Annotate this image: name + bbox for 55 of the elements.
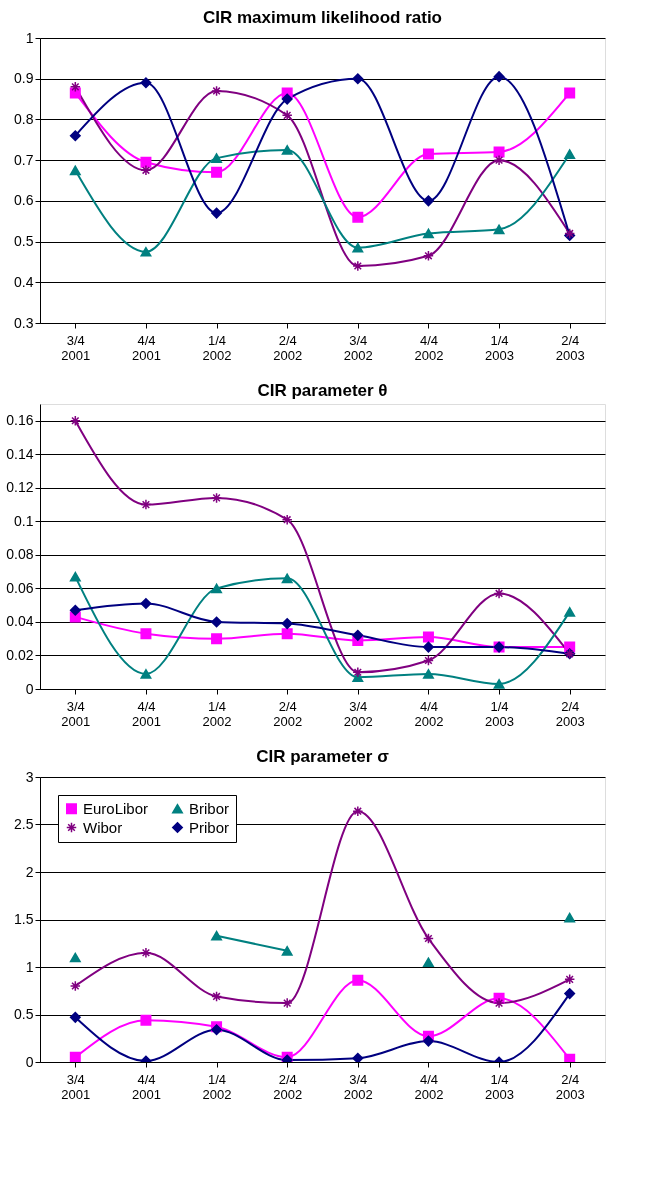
y-tick-label: 0.06 (6, 579, 34, 596)
legend-label: Bribor (189, 799, 230, 817)
x-tick-label: 1/4 2002 (202, 1071, 232, 1102)
x-tick-label: 4/4 2002 (414, 1071, 444, 1102)
y-tick-label: 3 (25, 768, 34, 785)
y-tick-label: 1.5 (14, 911, 34, 927)
x-tick-label: 1/4 2002 (202, 698, 232, 729)
x-tick-label: 3/4 2001 (61, 1071, 91, 1102)
y-tick-label: 0 (25, 680, 34, 697)
y-tick-label: 2.5 (14, 816, 34, 832)
x-tick-label: 3/4 2001 (61, 332, 91, 363)
y-tick-label: 0.5 (14, 1006, 34, 1022)
x-tick-label: 4/4 2002 (414, 332, 444, 363)
legend-label: Pribor (189, 818, 230, 836)
y-tick-label: 0.14 (6, 445, 34, 462)
y-tick-label: 0.02 (6, 646, 34, 663)
y-tick-label: 0.4 (14, 273, 34, 290)
legend-label: EuroLibor (83, 799, 149, 817)
x-tick-label: 1/4 2003 (485, 332, 515, 363)
x-tick-label: 2/4 2003 (555, 1071, 585, 1102)
y-tick-label: 0.6 (14, 192, 34, 209)
x-tick-label: 1/4 2002 (202, 332, 232, 363)
x-tick-label: 2/4 2003 (555, 698, 585, 729)
x-tick-label: 3/4 2002 (343, 698, 373, 729)
y-tick-label: 0.16 (6, 412, 34, 429)
y-tick-label: 0.04 (6, 613, 34, 630)
y-tick-label: 1 (25, 958, 34, 975)
x-tick-label: 3/4 2002 (343, 1071, 373, 1102)
y-tick-label: 0.7 (14, 151, 34, 168)
x-tick-label: 2/4 2003 (555, 332, 585, 363)
y-tick-label: 0.08 (6, 546, 34, 563)
y-tick-label: 0.5 (14, 233, 34, 250)
x-tick-label: 1/4 2003 (485, 1071, 515, 1102)
x-tick-label: 2/4 2002 (273, 332, 303, 363)
x-tick-label: 4/4 2001 (131, 332, 161, 363)
legend-label: Wibor (83, 818, 123, 836)
y-tick-label: 0.1 (14, 512, 34, 529)
y-tick-label: 2 (25, 863, 34, 880)
x-tick-label: 4/4 2002 (414, 698, 444, 729)
y-tick-label: 0.12 (6, 479, 34, 496)
x-tick-label: 2/4 2002 (273, 698, 303, 729)
x-tick-label: 3/4 2002 (343, 332, 373, 363)
y-tick-label: 0 (25, 1053, 34, 1070)
x-tick-label: 4/4 2001 (131, 1071, 161, 1102)
x-tick-label: 1/4 2003 (485, 698, 515, 729)
x-tick-label: 3/4 2001 (61, 698, 91, 729)
x-tick-label: 4/4 2001 (131, 698, 161, 729)
y-tick-label: 1 (25, 29, 34, 46)
y-tick-label: 0.8 (14, 110, 34, 127)
y-tick-label: 0.3 (14, 314, 34, 331)
chart-title: CIR maximum likelihood ratio (203, 8, 442, 27)
x-tick-label: 2/4 2002 (273, 1071, 303, 1102)
chart-title: CIR parameter σ (256, 747, 390, 766)
chart-title: CIR parameter θ (257, 381, 388, 400)
y-tick-label: 0.9 (14, 70, 34, 87)
